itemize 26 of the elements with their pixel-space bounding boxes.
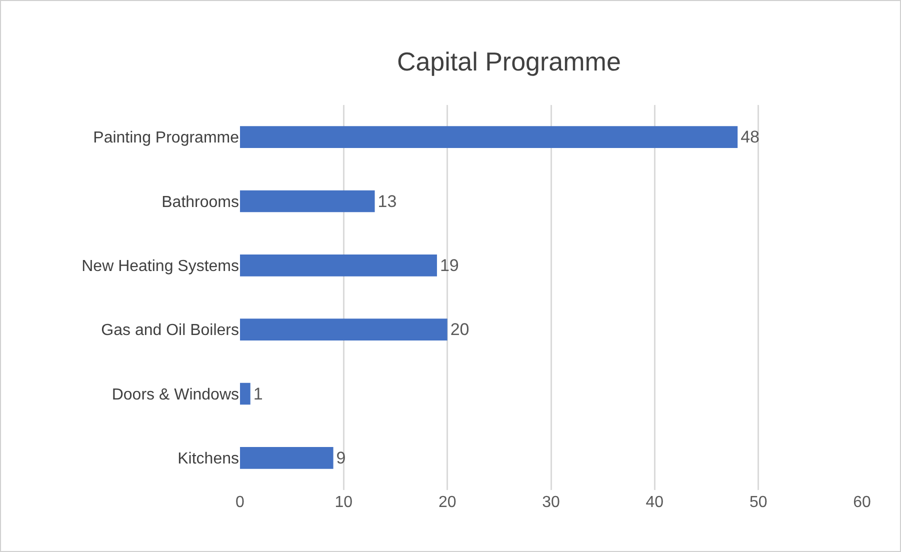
y-tick-label: Painting Programme xyxy=(93,130,240,147)
x-tick-label: 50 xyxy=(749,494,768,511)
bar xyxy=(240,382,250,405)
chart-title: Capital Programme xyxy=(396,46,621,77)
y-tick-label: Gas and Oil Boilers xyxy=(101,322,239,340)
x-tick-label: 30 xyxy=(542,494,560,511)
bar xyxy=(240,190,375,212)
bar xyxy=(240,447,334,469)
x-tick-label: 10 xyxy=(334,494,353,511)
data-label: 20 xyxy=(450,320,470,340)
y-tick-label: Doors & Windows xyxy=(112,386,239,404)
data-label: 9 xyxy=(336,448,346,468)
data-label: 1 xyxy=(253,384,263,404)
x-tick-label: 0 xyxy=(236,494,245,511)
bar xyxy=(240,126,738,148)
x-tick-label: 40 xyxy=(646,494,664,511)
x-tick-label: 20 xyxy=(438,494,456,511)
data-label: 19 xyxy=(440,256,459,275)
bar xyxy=(240,318,448,340)
data-label: 48 xyxy=(740,128,760,147)
y-tick-label: Bathrooms xyxy=(162,194,239,211)
x-tick-label: 60 xyxy=(853,494,871,511)
bar xyxy=(240,254,437,276)
y-tick-label: New Heating Systems xyxy=(82,258,239,276)
y-tick-label: Kitchens xyxy=(178,450,239,468)
data-label: 13 xyxy=(378,192,397,211)
